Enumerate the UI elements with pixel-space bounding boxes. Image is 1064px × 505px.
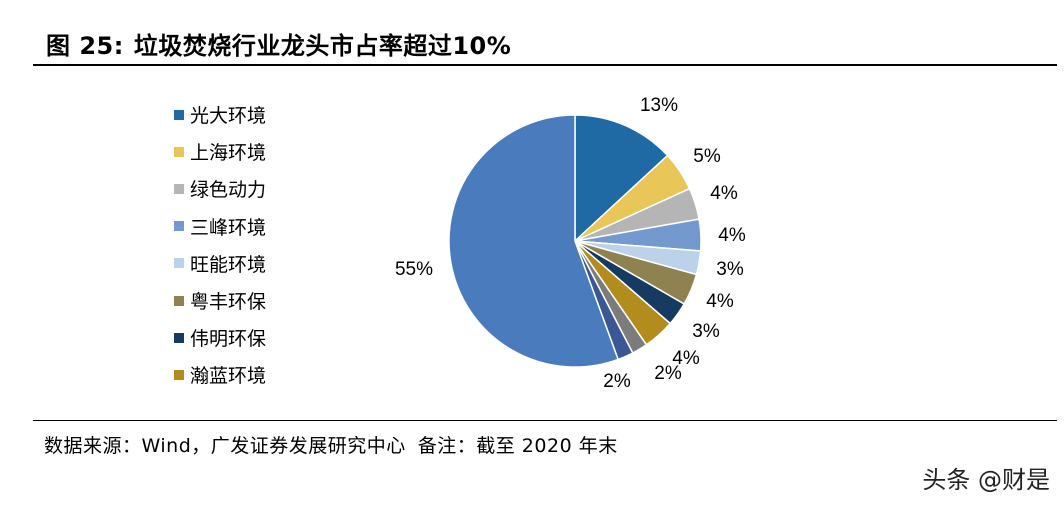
- slice-data-label: 4%: [706, 291, 734, 312]
- slice-data-label: 55%: [395, 259, 433, 280]
- slice-data-label: 2%: [603, 371, 631, 392]
- slice-data-label: 2%: [654, 363, 682, 384]
- watermark: 头条 @财是: [922, 466, 1050, 494]
- legend-item: 三峰环境: [174, 208, 266, 245]
- legend-label: 伟明环保: [190, 328, 267, 351]
- pie-slice: [574, 114, 669, 243]
- legend-item: 伟明环保: [174, 319, 266, 356]
- legend-item: 绿色动力: [174, 170, 266, 207]
- pie-chart: 13%5%4%4%3%4%3%4%2%2%55%: [395, 95, 746, 392]
- legend-label: 粤丰环保: [190, 291, 267, 314]
- slice-data-label: 3%: [716, 259, 744, 280]
- figure-title: 图 25: 垃圾焚烧行业龙头市占率超过10%: [46, 26, 511, 61]
- slice-data-label: 4%: [710, 183, 738, 204]
- pie-slice: [448, 114, 620, 368]
- legend-item: 光大环境: [174, 96, 266, 133]
- legend-label: 瀚蓝环境: [190, 365, 267, 388]
- legend-swatch: [174, 183, 184, 194]
- legend-swatch: [174, 146, 184, 157]
- legend-swatch: [174, 109, 184, 120]
- source-note: 备注：截至 2020 年末: [417, 435, 618, 457]
- slice-data-label: 5%: [693, 146, 721, 167]
- figure-title-text: 垃圾焚烧行业龙头市占率超过10%: [133, 32, 512, 60]
- legend-swatch: [174, 332, 184, 343]
- slice-data-label: 13%: [640, 95, 678, 116]
- legend-item: 粤丰环保: [174, 282, 266, 319]
- source-line: 数据来源：Wind，广发证券发展研究中心 备注：截至 2020 年末: [44, 431, 618, 458]
- legend-label: 上海环境: [190, 142, 267, 165]
- legend-swatch: [174, 221, 184, 232]
- legend-item: 上海环境: [174, 133, 266, 170]
- slice-data-label: 3%: [692, 321, 720, 342]
- legend-label: 旺能环境: [190, 253, 267, 276]
- legend-label: 绿色动力: [190, 179, 267, 202]
- legend-item: 瀚蓝环境: [174, 356, 266, 393]
- bottom-rule: [33, 420, 1057, 421]
- chart-legend: 光大环境上海环境绿色动力三峰环境旺能环境粤丰环保伟明环保瀚蓝环境: [174, 96, 266, 394]
- figure-number: 图 25:: [46, 32, 124, 60]
- legend-swatch: [174, 369, 184, 380]
- legend-label: 光大环境: [190, 105, 267, 128]
- top-rule: [33, 64, 1057, 66]
- legend-item: 旺能环境: [174, 245, 266, 282]
- legend-swatch: [174, 295, 184, 306]
- legend-swatch: [174, 258, 184, 269]
- legend-label: 三峰环境: [190, 216, 267, 239]
- slice-data-label: 4%: [718, 225, 746, 246]
- source-text: 数据来源：Wind，广发证券发展研究中心: [44, 435, 406, 457]
- slice-data-label: 4%: [672, 348, 700, 369]
